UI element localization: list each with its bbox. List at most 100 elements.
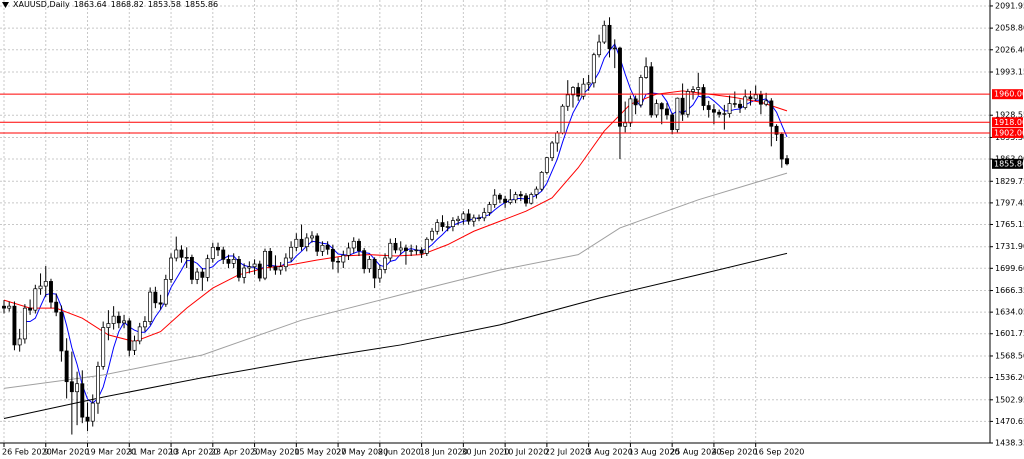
x-tick-label: 13 Apr 2020 (169, 448, 218, 457)
candle-body (80, 383, 85, 418)
candle-body (419, 249, 424, 254)
candle-body (492, 194, 497, 205)
candle-body (529, 194, 534, 204)
candle-body (289, 246, 294, 259)
candle-body (320, 244, 325, 252)
candle-body (116, 315, 121, 324)
x-tick-label: 22 Jul 2020 (545, 448, 590, 457)
candle-body (602, 24, 607, 43)
y-tick-label: 1797.45 (995, 198, 1024, 207)
candle-body (85, 416, 90, 422)
candle-body (59, 311, 64, 352)
candle-body (633, 98, 638, 106)
price-label: 1855.86 (994, 159, 1024, 168)
candle-body (524, 195, 528, 204)
candle-body (195, 271, 200, 280)
candle-body (163, 279, 168, 305)
y-tick-label: 1928.55 (995, 111, 1024, 120)
candle-body (497, 194, 502, 200)
candle-body (179, 249, 184, 258)
candle-body (696, 87, 701, 90)
candle-body (508, 199, 513, 203)
candle-body (357, 240, 361, 252)
candle-body (706, 105, 711, 110)
x-tick-label: 4 Sep 2020 (712, 448, 758, 457)
x-tick-label: 8 Jun 2020 (378, 448, 421, 457)
candle-body (221, 249, 226, 260)
candle-body (711, 109, 716, 113)
x-tick-label: 27 May 2020 (336, 448, 388, 457)
candle-body (659, 103, 664, 110)
candle-body (153, 291, 158, 304)
candle-body (377, 269, 382, 279)
candle-body (2, 305, 6, 309)
candle-body (393, 242, 398, 251)
x-tick-label: 13 Aug 2020 (628, 448, 679, 457)
candle-body (649, 66, 654, 116)
y-tick-label: 1765.15 (995, 220, 1024, 229)
candle-body (685, 91, 690, 115)
candle-body (304, 237, 309, 247)
candle-body (555, 132, 560, 144)
candle-body (717, 111, 722, 115)
candle-body (54, 301, 59, 313)
candle-body (122, 320, 127, 324)
candle-body (748, 96, 753, 100)
candle-body (325, 244, 330, 250)
candle-body (148, 291, 153, 322)
candle-body (738, 103, 742, 108)
candle-body (664, 108, 669, 116)
candle-body (680, 97, 685, 115)
candle-body (769, 100, 774, 127)
candle-body (22, 307, 27, 340)
candle-body (482, 212, 487, 219)
candle-body (743, 96, 748, 108)
candle-body (607, 24, 612, 50)
candle-body (96, 365, 100, 404)
candle-body (675, 97, 680, 130)
candle-body (581, 83, 586, 97)
y-tick-label: 2026.40 (995, 45, 1024, 54)
x-tick-label: 16 Sep 2020 (754, 448, 805, 457)
candle-body (132, 340, 137, 351)
candle-body (169, 257, 173, 280)
y-tick-label: 1601.75 (995, 329, 1024, 338)
candle-body (75, 383, 80, 393)
candle-body (753, 94, 758, 100)
candle-body (654, 103, 659, 116)
candle-body (12, 305, 17, 346)
candle-body (440, 222, 445, 227)
level-label-bg (992, 117, 1023, 128)
candle-body (487, 204, 492, 213)
candle-body (247, 266, 252, 269)
price-label-bg (992, 158, 1023, 169)
candle-body (273, 266, 278, 271)
x-tick-label: 5 May 2020 (253, 448, 300, 457)
x-tick-label: 31 Mar 2020 (127, 448, 178, 457)
candle-body (727, 103, 732, 114)
candle-body (367, 258, 372, 270)
candle-body (445, 226, 450, 228)
candle-body (351, 240, 356, 249)
candle-body (294, 238, 299, 248)
candle-body (513, 194, 518, 201)
candle-body (127, 320, 132, 351)
last-high: 1868.82 (110, 0, 144, 9)
y-tick-label: 2091.95 (995, 1, 1024, 10)
candle-body (106, 323, 111, 328)
menu-triangle[interactable] (2, 2, 9, 8)
candle-body (346, 247, 351, 256)
y-tick-label: 1438.35 (995, 439, 1024, 448)
candle-body (471, 217, 476, 222)
candle-body (158, 302, 163, 305)
candle-body (90, 402, 95, 422)
candle-body (779, 133, 784, 160)
candle-body (785, 158, 789, 165)
last-open: 1863.64 (73, 0, 107, 9)
x-tick-label: 26 Feb 2020 (2, 448, 52, 457)
candle-body (586, 82, 591, 85)
candle-body (414, 249, 419, 252)
candle-body (64, 350, 69, 383)
candle-body (189, 256, 194, 280)
